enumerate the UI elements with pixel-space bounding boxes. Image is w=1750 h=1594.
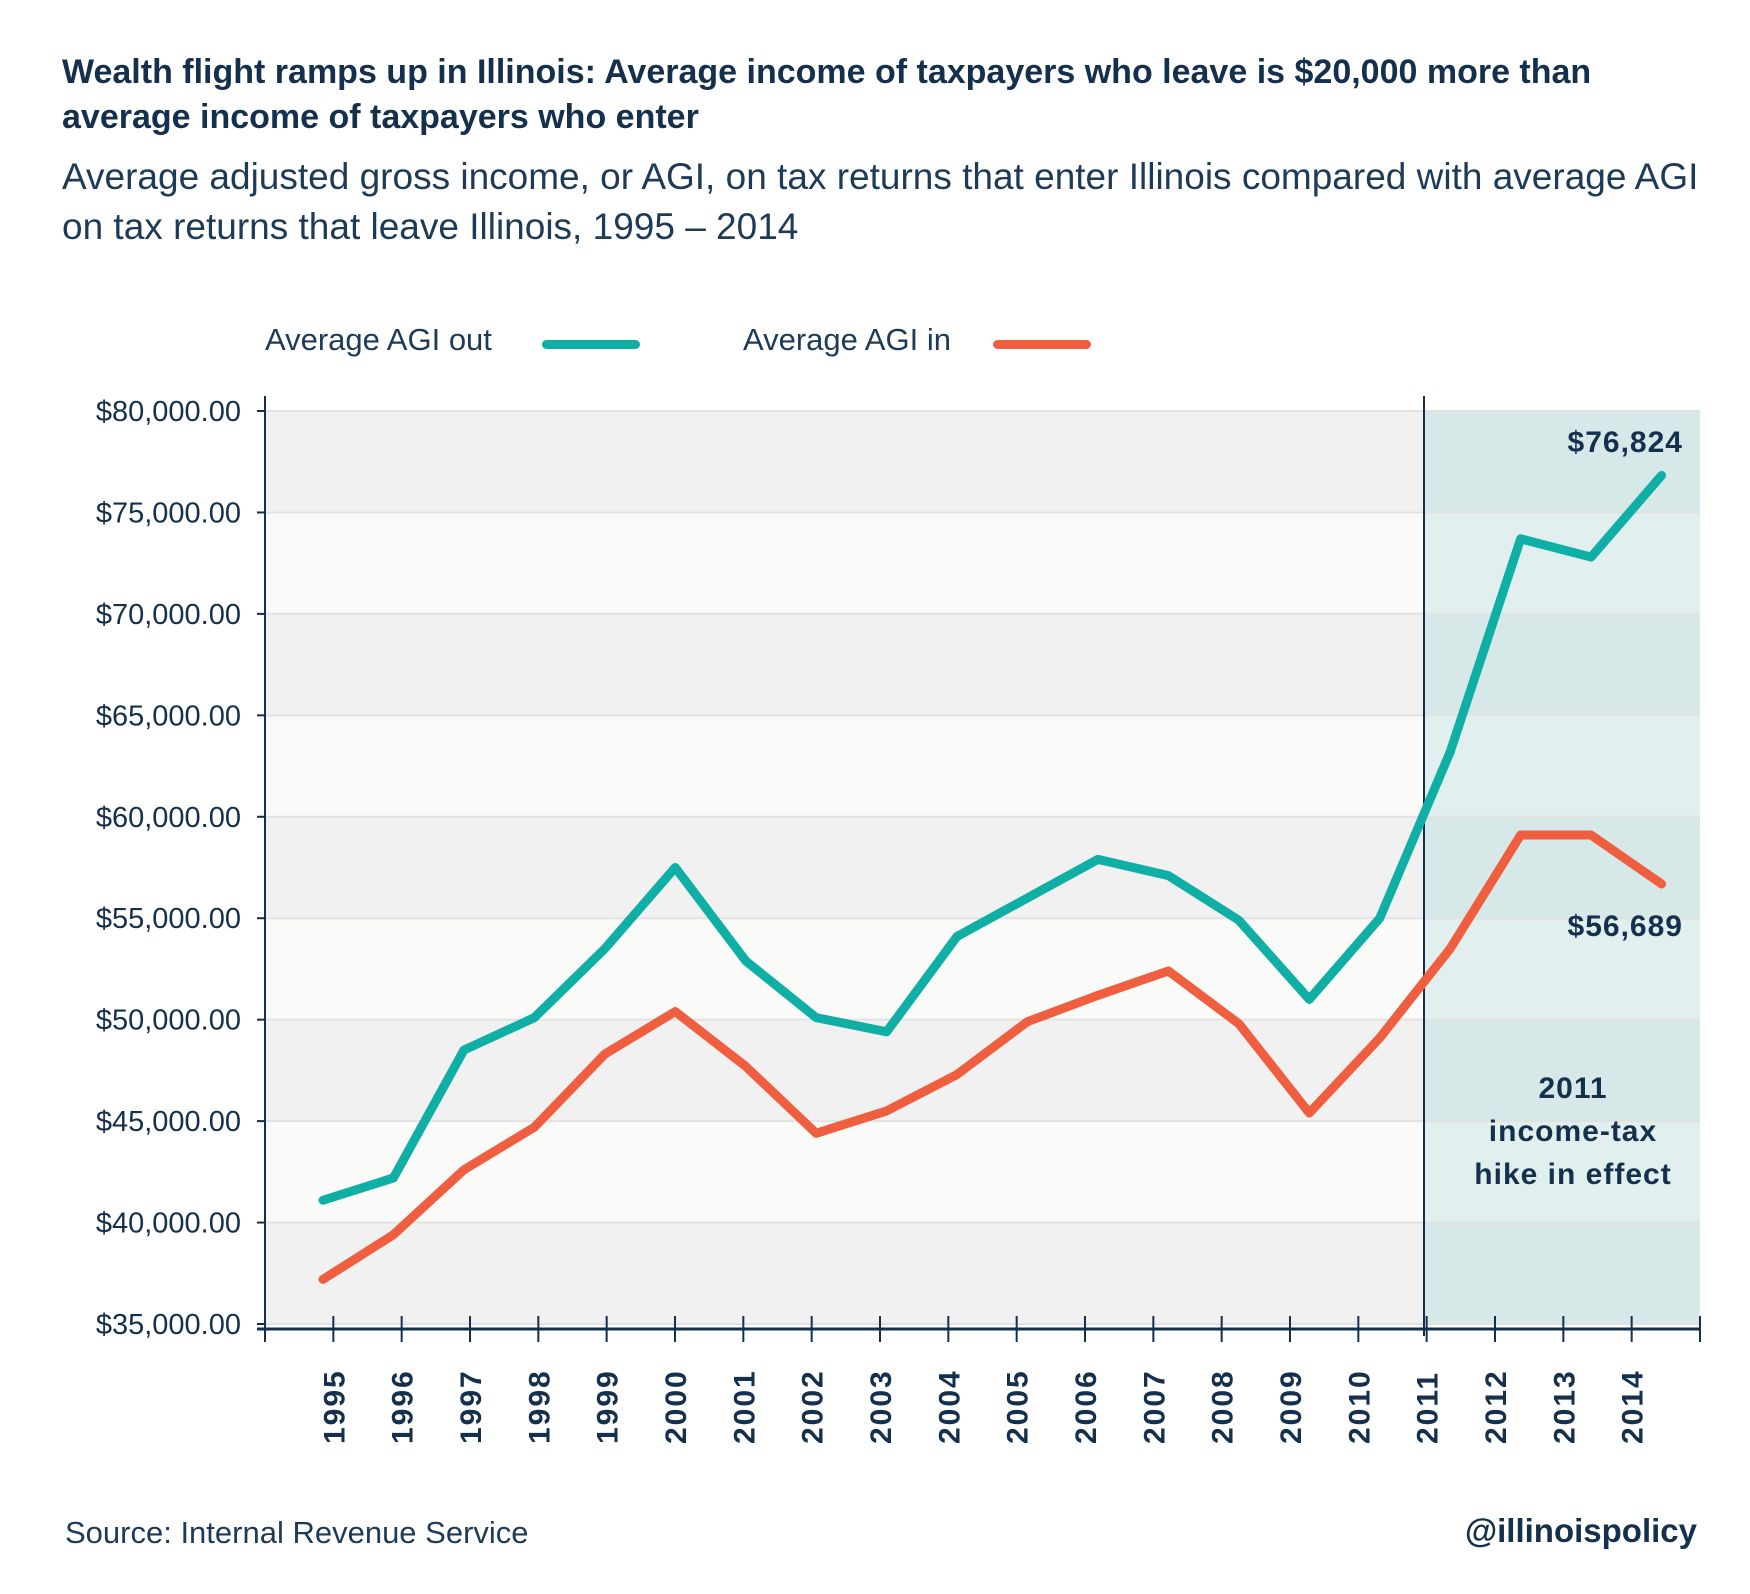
y-tick-label: $35,000.00 xyxy=(96,1309,241,1341)
x-tick-label: 1995 xyxy=(318,1369,351,1444)
y-tick-label: $60,000.00 xyxy=(96,802,241,834)
y-tick-label: $75,000.00 xyxy=(96,497,241,529)
x-tick-label: 2000 xyxy=(660,1369,693,1444)
y-tick-label: $45,000.00 xyxy=(96,1106,241,1138)
x-tick-label: 2005 xyxy=(1002,1369,1035,1444)
legend-label-in: Average AGI in xyxy=(743,322,951,357)
x-tick-label: 1996 xyxy=(387,1369,420,1444)
x-tick-label: 2001 xyxy=(728,1369,761,1444)
grid-band xyxy=(265,918,1424,1020)
social-handle: @illinoispolicy xyxy=(1464,1512,1697,1549)
highlight-label: income-tax xyxy=(1489,1115,1657,1148)
x-tick-label: 2014 xyxy=(1617,1369,1650,1444)
chart-title: Wealth flight ramps up in Illinois: Aver… xyxy=(62,53,1592,136)
highlight-label: hike in effect xyxy=(1474,1158,1671,1191)
grid-band xyxy=(265,1222,1424,1324)
highlight-band xyxy=(1424,1222,1700,1324)
grid-band xyxy=(265,816,1424,919)
highlight-band xyxy=(1424,715,1700,817)
y-tick-label: $40,000.00 xyxy=(96,1208,241,1240)
highlight-band xyxy=(1424,1019,1700,1122)
y-tick-label: $50,000.00 xyxy=(96,1005,241,1037)
source-note: Source: Internal Revenue Service xyxy=(65,1515,529,1550)
x-tick-label: 2013 xyxy=(1548,1369,1581,1444)
highlight-band xyxy=(1424,918,1700,1020)
x-tick-label: 1998 xyxy=(523,1369,556,1444)
x-tick-label: 2006 xyxy=(1070,1369,1103,1444)
x-tick-label: 2009 xyxy=(1275,1369,1308,1444)
legend-swatch-in xyxy=(993,340,1091,349)
series-line-in xyxy=(318,830,1667,1284)
x-tick-label: 2004 xyxy=(933,1369,966,1444)
y-tick-label: $80,000.00 xyxy=(96,396,241,428)
x-tick-label: 2012 xyxy=(1480,1369,1513,1444)
chart-subtitle: Average adjusted gross income, or AGI, o… xyxy=(62,156,1699,247)
grid-band xyxy=(265,715,1424,817)
highlight-label: 2011 xyxy=(1538,1072,1607,1105)
value-label-in: $56,689 xyxy=(1568,910,1683,943)
x-tick-label: 2011 xyxy=(1412,1371,1445,1444)
legend-label-out: Average AGI out xyxy=(265,322,492,357)
grid-band xyxy=(265,613,1424,716)
y-tick-label: $65,000.00 xyxy=(96,700,241,732)
x-tick-label: 2010 xyxy=(1343,1369,1376,1444)
x-tick-label: 2008 xyxy=(1207,1369,1240,1444)
legend-swatch-out xyxy=(542,340,640,349)
highlight-band xyxy=(1424,512,1700,614)
x-tick-label: 1997 xyxy=(455,1369,488,1444)
x-tick-label: 1999 xyxy=(592,1369,625,1444)
highlight-band xyxy=(1424,1121,1700,1223)
x-tick-label: 2002 xyxy=(797,1369,830,1444)
y-tick-label: $70,000.00 xyxy=(96,599,241,631)
grid-band xyxy=(265,1019,1424,1122)
highlight-band xyxy=(1424,411,1700,513)
y-tick-label: $55,000.00 xyxy=(96,903,241,935)
grid-band xyxy=(265,512,1424,614)
x-tick-label: 2007 xyxy=(1138,1369,1171,1444)
value-label-out: $76,824 xyxy=(1568,426,1683,459)
grid-band xyxy=(265,1121,1424,1223)
x-tick-label: 2003 xyxy=(865,1369,898,1444)
grid-band xyxy=(265,411,1424,513)
series-line-out xyxy=(318,470,1667,1205)
